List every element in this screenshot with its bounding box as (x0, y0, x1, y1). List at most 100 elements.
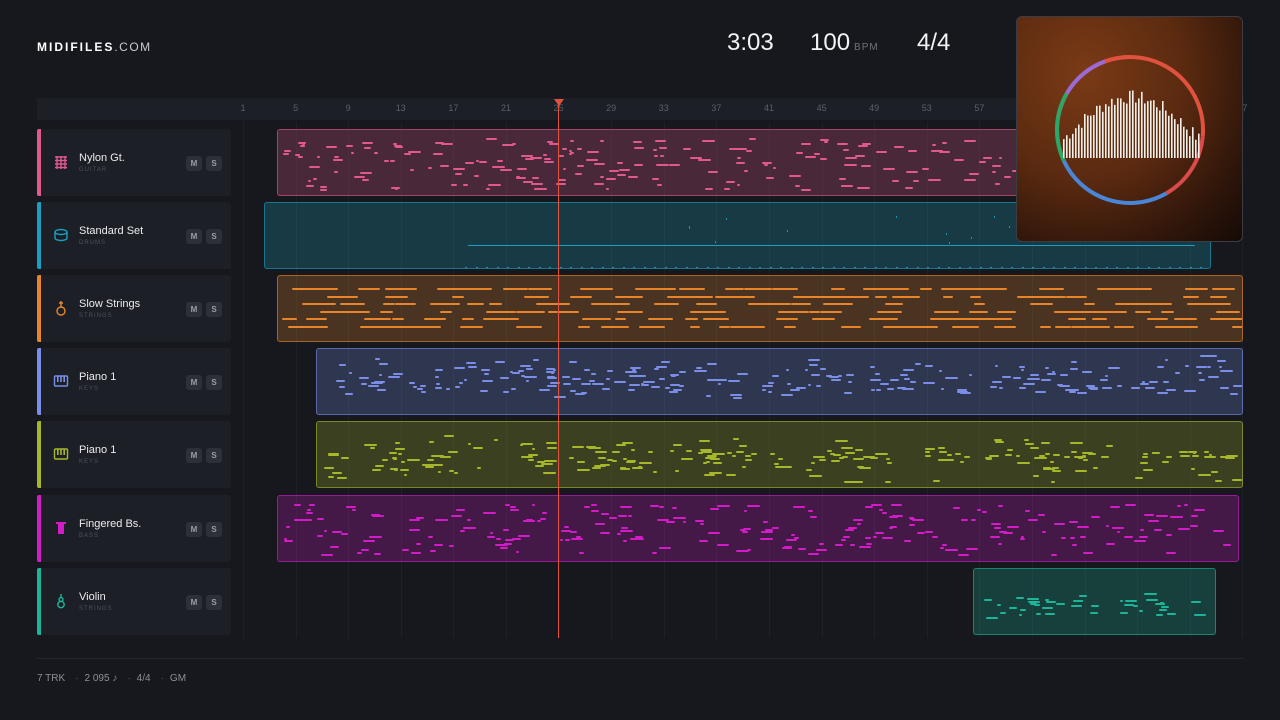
track-color-stripe (37, 348, 41, 416)
footer-divider (37, 658, 1244, 659)
grid-line (348, 122, 350, 638)
visualizer-bar (1078, 124, 1080, 158)
visualizer-bar (1135, 102, 1137, 158)
piano-keys-icon (53, 373, 69, 389)
grid-line (769, 122, 770, 638)
visualizer-bar (1090, 115, 1092, 158)
solo-button[interactable]: S (206, 375, 222, 391)
solo-button[interactable]: S (206, 594, 222, 610)
visualizer-bar (1159, 110, 1161, 158)
track-name: Standard Set (79, 225, 144, 238)
visualizer-ring-segment (1165, 136, 1205, 195)
grid-line (926, 122, 928, 638)
visualizer-bar (1153, 100, 1155, 158)
track-category: KEYS (79, 386, 100, 393)
solo-button[interactable]: S (206, 521, 222, 537)
drum-icon (53, 227, 69, 243)
mute-button[interactable]: M (186, 156, 202, 171)
grid-line (1189, 122, 1191, 638)
midi-region[interactable] (973, 567, 1216, 635)
visualizer-ring-segment (1065, 59, 1106, 95)
midi-region[interactable] (277, 494, 1239, 562)
visualizer-bar (1132, 90, 1134, 158)
transport-time: 3:03 (727, 29, 774, 56)
string-instrument-icon (53, 300, 69, 316)
transport-tempo: 100 BPM (810, 29, 879, 57)
mute-button[interactable]: M (186, 521, 202, 537)
visualizer-ring-segment (1055, 92, 1069, 162)
track-color-stripe (37, 129, 41, 196)
track-category: STRINGS (79, 313, 113, 320)
solo-button[interactable]: S (206, 448, 222, 464)
ruler-tick: 53 (921, 103, 932, 113)
ruler-tick: 29 (606, 103, 617, 113)
ruler-tick: 1 (240, 103, 246, 113)
tempo-value: 100 (810, 29, 851, 56)
status-bar: 7 TRK · 2 095 ♪ · 4/4 · GM (37, 673, 187, 684)
track-count: 7 TRK (37, 673, 66, 684)
visualizer-bar (1183, 126, 1185, 158)
mute-button[interactable]: M (186, 375, 202, 391)
playhead-line[interactable] (558, 99, 559, 638)
ruler-tick: 5 (293, 103, 299, 113)
visualizer-bar (1162, 100, 1164, 158)
ruler-tick: 33 (658, 103, 669, 113)
grid-line (979, 122, 981, 638)
ruler-tick: 21 (500, 103, 512, 113)
mute-button[interactable]: M (186, 302, 202, 318)
grid-line (400, 122, 402, 638)
solo-button[interactable]: S (206, 229, 222, 245)
track-name: Nylon Gt. (79, 152, 125, 164)
visualizer-bar (1087, 115, 1089, 158)
visualizer-ring-segment (1104, 55, 1131, 64)
playhead-marker-icon[interactable] (554, 99, 564, 106)
track-header[interactable]: Nylon Gt. GUITAR M S (37, 129, 231, 196)
track-category: DRUMS (79, 240, 106, 247)
mute-button[interactable]: M (186, 448, 202, 464)
midi-region[interactable] (316, 421, 1243, 489)
track-category: GUITAR (79, 167, 108, 173)
track-header[interactable]: Slow Strings STRINGS M S (37, 275, 231, 343)
visualizer-bar (1093, 115, 1095, 158)
visualizer-bar (1072, 133, 1074, 158)
grid-line (1137, 122, 1139, 638)
track-header[interactable]: Standard Set DRUMS M S (37, 202, 231, 270)
ruler-tick: 41 (763, 103, 775, 113)
ruler-tick: 57 (974, 103, 985, 113)
track-header[interactable]: Violin STRINGS M S (37, 567, 231, 635)
visualizer-bar (1147, 101, 1149, 158)
track-header[interactable]: Fingered Bs. BASS M S (37, 494, 231, 562)
track-header[interactable]: Piano 1 KEYS M S (37, 348, 231, 416)
timeline-ruler[interactable]: 1591317212529333741454953576165697377 (37, 98, 1247, 120)
visualizer-bar (1081, 127, 1083, 158)
footer-meter: 4/4 (136, 673, 151, 684)
visualizer-panel (1016, 16, 1243, 242)
visualizer-bar (1156, 107, 1158, 158)
visualizer-bar (1120, 98, 1122, 158)
midi-region[interactable] (277, 275, 1243, 343)
track-category: STRINGS (79, 605, 113, 612)
visualizer-bar (1174, 119, 1176, 158)
visualizer-bar (1168, 115, 1170, 158)
solo-button[interactable]: S (206, 156, 222, 171)
mute-button[interactable]: M (186, 229, 202, 245)
visualizer-bar (1189, 136, 1191, 158)
track-header[interactable]: Piano 1 KEYS M S (37, 421, 231, 489)
grid-line (506, 122, 507, 638)
ruler-tick: 9 (345, 103, 351, 113)
visualizer-bar (1117, 98, 1119, 158)
track-color-stripe (37, 202, 41, 270)
visualizer-ring-segment (1165, 65, 1205, 137)
visualizer-bar (1129, 90, 1131, 158)
visualizer-bar (1126, 103, 1128, 158)
visualizer-bar (1180, 118, 1182, 158)
visualizer-bar (1186, 129, 1188, 158)
brand-name: MIDIFILES (37, 40, 115, 54)
midi-region[interactable] (316, 348, 1243, 416)
mute-button[interactable]: M (186, 594, 202, 610)
grid-line (663, 122, 665, 638)
track-category: BASS (79, 532, 100, 539)
solo-button[interactable]: S (206, 302, 222, 318)
tempo-unit: BPM (854, 42, 879, 53)
piano-keys-icon (53, 446, 69, 462)
